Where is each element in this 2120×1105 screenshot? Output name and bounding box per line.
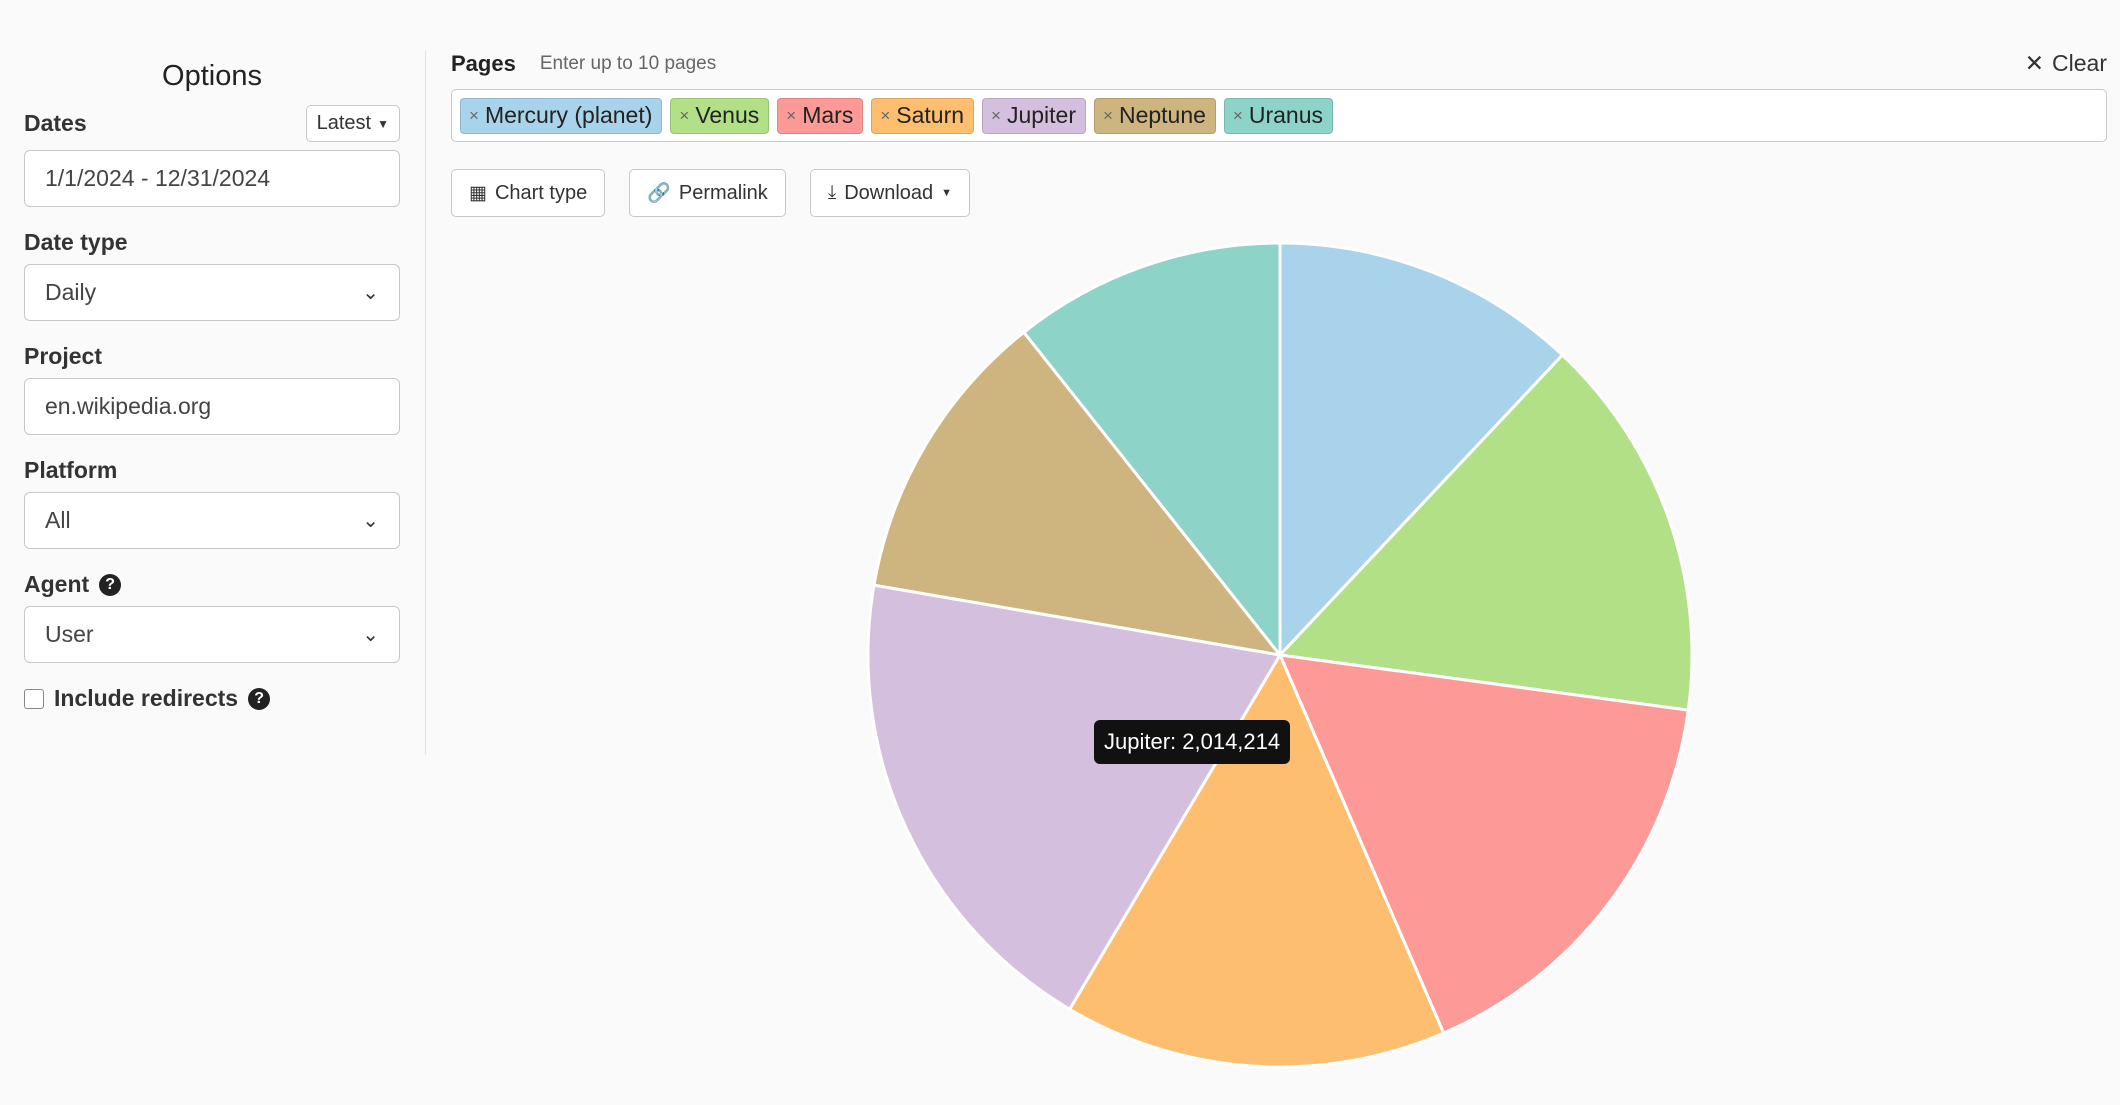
project-group: Project en.wikipedia.org bbox=[24, 343, 400, 435]
pie-slice-uranus[interactable] bbox=[1021, 241, 1282, 660]
chart-toolbar: ▦ Chart type 🔗 Permalink ⤓ Download ▼ bbox=[451, 169, 971, 217]
chevron-down-icon: ⌄ bbox=[362, 510, 379, 532]
date-range-value: 1/1/2024 - 12/31/2024 bbox=[45, 165, 271, 191]
download-icon: ⤓ bbox=[827, 182, 837, 203]
link-icon: 🔗 bbox=[647, 183, 671, 204]
panel-divider bbox=[425, 50, 426, 755]
date-type-group: Date type Daily ⌄ bbox=[24, 229, 400, 321]
page-tag[interactable]: × Venus bbox=[670, 97, 770, 134]
options-panel: Options Dates Latest ▼ 1/1/2024 - 12/31/… bbox=[24, 40, 400, 712]
include-redirects-row: Include redirects ? bbox=[24, 685, 400, 712]
caret-down-icon: ▼ bbox=[941, 187, 953, 199]
caret-down-icon: ▼ bbox=[377, 116, 389, 131]
platform-select[interactable]: All ⌄ bbox=[24, 492, 400, 549]
agent-label-row: Agent ? bbox=[24, 571, 400, 598]
help-icon[interactable]: ? bbox=[248, 687, 271, 710]
pie-slice-venus[interactable] bbox=[1276, 352, 1694, 712]
agent-select[interactable]: User ⌄ bbox=[24, 606, 400, 663]
chart-tooltip: Jupiter: 2,014,214 bbox=[1094, 720, 1291, 764]
pages-header: Pages Enter up to 10 pages ✕ Clear bbox=[451, 50, 2107, 77]
remove-tag-icon[interactable]: × bbox=[880, 105, 891, 125]
page-tag[interactable]: × Uranus bbox=[1223, 97, 1334, 134]
permalink-button[interactable]: 🔗 Permalink bbox=[629, 169, 786, 217]
chevron-down-icon: ⌄ bbox=[362, 282, 379, 304]
download-button[interactable]: ⤓ Download ▼ bbox=[809, 169, 971, 217]
options-title: Options bbox=[162, 60, 262, 92]
chart-type-label: Chart type bbox=[494, 181, 588, 204]
remove-tag-icon[interactable]: × bbox=[786, 105, 797, 125]
date-type-label: Date type bbox=[24, 229, 128, 255]
page-tag[interactable]: × Mercury (planet) bbox=[460, 97, 663, 134]
agent-group: Agent ? User ⌄ bbox=[24, 571, 400, 663]
page-tag[interactable]: × Jupiter bbox=[982, 97, 1087, 134]
dates-label: Dates bbox=[24, 110, 87, 136]
date-type-value: Daily bbox=[45, 279, 97, 305]
pie-slice-neptune[interactable] bbox=[872, 330, 1284, 658]
project-input[interactable]: en.wikipedia.org bbox=[24, 378, 400, 435]
pie-slice-mars[interactable] bbox=[1277, 653, 1690, 1036]
pages-hint: Enter up to 10 pages bbox=[539, 52, 717, 74]
include-redirects-checkbox[interactable] bbox=[24, 688, 44, 709]
remove-tag-icon[interactable]: × bbox=[1232, 105, 1243, 125]
latest-dropdown-button[interactable]: Latest ▼ bbox=[305, 105, 400, 142]
page-tag-label: Uranus bbox=[1248, 102, 1324, 128]
pages-label: Pages bbox=[451, 50, 516, 76]
agent-value: User bbox=[45, 621, 94, 647]
page-tag[interactable]: × Mars bbox=[777, 97, 864, 134]
project-label: Project bbox=[24, 343, 102, 369]
remove-tag-icon[interactable]: × bbox=[679, 105, 690, 125]
pie-slice-saturn[interactable] bbox=[1067, 651, 1446, 1069]
page-tag-label: Saturn bbox=[896, 102, 965, 128]
remove-tag-icon[interactable]: × bbox=[1103, 105, 1113, 125]
permalink-label: Permalink bbox=[678, 181, 768, 204]
page-tag[interactable]: × Saturn bbox=[871, 97, 975, 134]
page-tag-label: Jupiter bbox=[1006, 102, 1077, 128]
project-value: en.wikipedia.org bbox=[45, 393, 212, 419]
pie-chart[interactable] bbox=[860, 240, 1700, 1080]
remove-tag-icon[interactable]: × bbox=[991, 105, 1001, 125]
include-redirects-label[interactable]: Include redirects bbox=[54, 685, 239, 711]
chart-type-button[interactable]: ▦ Chart type bbox=[451, 169, 606, 217]
help-icon[interactable]: ? bbox=[99, 573, 122, 596]
pie-slice-jupiter[interactable] bbox=[866, 583, 1283, 1012]
pie-slice-mercury-planet[interactable] bbox=[1278, 241, 1565, 659]
dates-group: Dates Latest ▼ 1/1/2024 - 12/31/2024 bbox=[24, 105, 400, 207]
date-range-input[interactable]: 1/1/2024 - 12/31/2024 bbox=[24, 150, 400, 207]
platform-group: Platform All ⌄ bbox=[24, 457, 400, 549]
close-icon: ✕ bbox=[2024, 50, 2045, 76]
page-tag-label: Venus bbox=[695, 102, 760, 128]
platform-label: Platform bbox=[24, 457, 118, 483]
remove-tag-icon[interactable]: × bbox=[469, 105, 479, 125]
download-label: Download bbox=[844, 181, 934, 204]
platform-value: All bbox=[45, 507, 71, 533]
page-tag-label: Mercury (planet) bbox=[484, 102, 653, 128]
page-tag-label: Mars bbox=[802, 102, 854, 128]
chevron-down-icon: ⌄ bbox=[362, 624, 379, 646]
grid-icon: ▦ bbox=[469, 182, 487, 204]
page-tag[interactable]: × Neptune bbox=[1094, 97, 1216, 134]
date-type-select[interactable]: Daily ⌄ bbox=[24, 264, 400, 321]
clear-label: Clear bbox=[2052, 50, 2107, 76]
agent-label: Agent bbox=[24, 571, 90, 597]
latest-label: Latest bbox=[316, 112, 372, 134]
page-tag-label: Neptune bbox=[1118, 102, 1206, 128]
pages-tag-input[interactable]: × Mercury (planet) × Venus × Mars × Saturn × Jupi… bbox=[451, 89, 2107, 142]
clear-button[interactable]: ✕ Clear bbox=[2025, 50, 2107, 77]
